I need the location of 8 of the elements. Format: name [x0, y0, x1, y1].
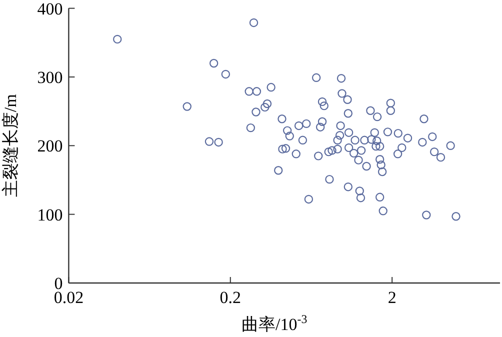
x-tick-label: 2 — [388, 288, 396, 307]
x-tick-label: 0.2 — [220, 288, 242, 307]
y-tick-label: 400 — [37, 0, 63, 18]
x-axis-title: 曲率/10$^{-3}$ — [242, 312, 308, 334]
y-axis-title: 主裂缝长度/m — [1, 94, 20, 198]
y-tick-label: 200 — [37, 136, 63, 156]
y-tick-label: 300 — [37, 68, 63, 87]
y-tick-label: 100 — [37, 205, 63, 224]
